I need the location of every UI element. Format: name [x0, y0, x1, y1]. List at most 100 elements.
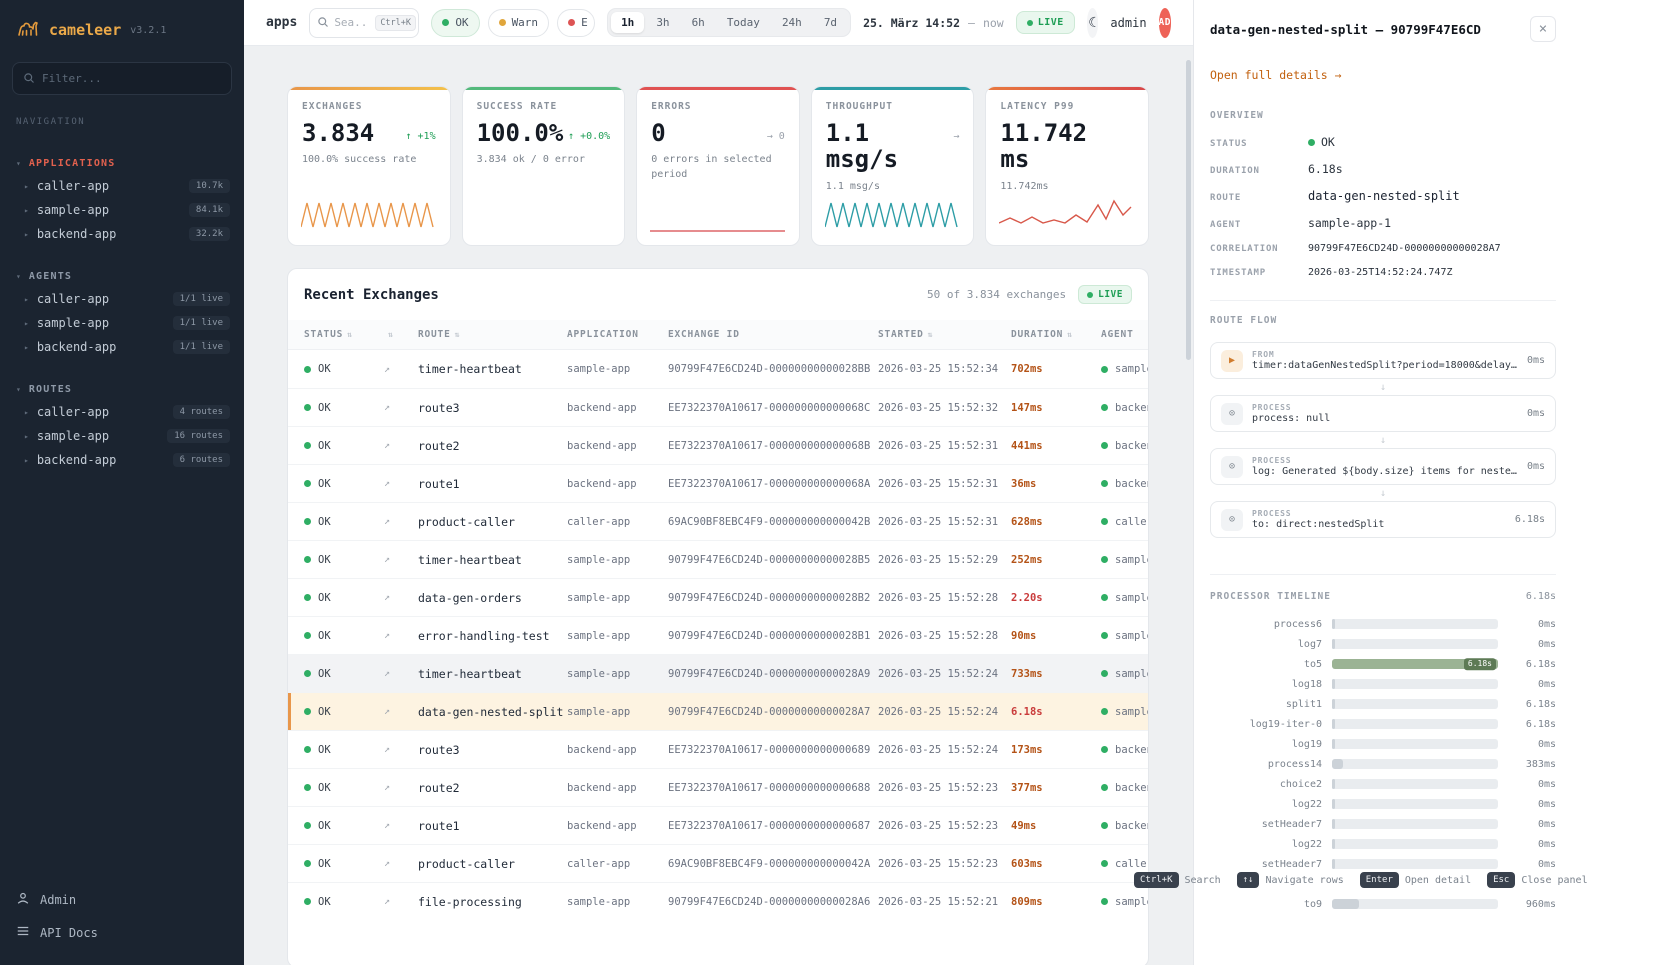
trace-icon[interactable]: ↗ — [384, 592, 391, 603]
column-header-status[interactable]: STATUS ⇅ — [304, 329, 353, 340]
table-row[interactable]: OK ↗ route1 backend-app EE7322370A10617-… — [288, 464, 1148, 502]
card-accent — [288, 87, 450, 90]
column-header-exchange-id[interactable]: EXCHANGE ID — [668, 329, 740, 340]
trace-icon[interactable]: ↗ — [384, 402, 391, 413]
filter-input[interactable] — [42, 72, 221, 85]
trace-icon[interactable]: ↗ — [384, 516, 391, 527]
table-column-headers: STATUS ⇅ ⇅ ROUTE ⇅ APPLICATION EXCHANGE ID… — [288, 320, 1148, 350]
table-row[interactable]: OK ↗ timer-heartbeat sample-app 90799F47… — [288, 654, 1148, 692]
sidebar-item-admin[interactable]: Admin — [16, 883, 228, 916]
trace-icon[interactable]: ↗ — [384, 858, 391, 869]
time-range-button[interactable]: 1h — [611, 12, 645, 33]
processor-duration: 383ms — [1525, 758, 1556, 770]
column-header-trace[interactable]: ⇅ — [384, 329, 418, 340]
status-filter-chip[interactable]: E — [557, 8, 596, 37]
route-flow-card[interactable]: ⊙ PROCESS log: Generated ${body.size} it… — [1210, 448, 1556, 485]
section-label: ROUTES — [28, 384, 73, 395]
timeline-row: log7 0ms — [1210, 634, 1556, 654]
time-range-button[interactable]: Today — [717, 12, 770, 33]
section-header-applications[interactable]: ▾ APPLICATIONS — [0, 153, 244, 174]
column-header-started[interactable]: STARTED ⇅ — [878, 329, 934, 340]
route-flow-card[interactable]: ⊙ PROCESS process: null 0ms — [1210, 395, 1556, 432]
trace-icon[interactable]: ↗ — [384, 744, 391, 755]
status-filter-chip[interactable]: Warn — [487, 8, 550, 37]
table-row[interactable]: OK ↗ route1 backend-app EE7322370A10617-… — [288, 806, 1148, 844]
nav-section-label: NAVIGATION — [16, 117, 86, 127]
route-cell: timer-heartbeat — [418, 552, 522, 567]
chevron-right-icon: ▸ — [24, 431, 29, 441]
live-toggle[interactable]: LIVE — [1015, 11, 1075, 34]
column-header-duration[interactable]: DURATION ⇅ — [1011, 329, 1073, 340]
table-row[interactable]: OK ↗ data-gen-nested-split sample-app 90… — [288, 692, 1148, 730]
arrow-down-icon: ↓ — [1379, 434, 1387, 446]
route-cell: file-processing — [418, 894, 522, 909]
dark-mode-toggle[interactable]: ☾ — [1086, 7, 1099, 38]
timeline-track — [1332, 739, 1498, 749]
search-input[interactable] — [334, 16, 371, 29]
section-header-routes[interactable]: ▾ ROUTES — [0, 379, 244, 400]
sidebar-item[interactable]: ▸ sample-app 84.1k — [0, 198, 244, 222]
processor-duration: 0ms — [1537, 678, 1556, 690]
trace-icon[interactable]: ↗ — [384, 630, 391, 641]
sidebar-item[interactable]: ▸ caller-app 4 routes — [0, 400, 244, 424]
chevron-right-icon: ▸ — [24, 342, 29, 352]
column-header-application[interactable]: APPLICATION — [567, 329, 639, 340]
trace-icon[interactable]: ↗ — [384, 363, 391, 375]
section-header-agents[interactable]: ▾ AGENTS — [0, 266, 244, 287]
sidebar-item-api-docs[interactable]: API Docs — [16, 916, 228, 949]
table-row[interactable]: OK ↗ file-processing sample-app 90799F47… — [288, 882, 1148, 920]
sidebar-item[interactable]: ▸ sample-app 16 routes — [0, 424, 244, 448]
table-row[interactable]: OK ↗ route3 backend-app EE7322370A10617-… — [288, 388, 1148, 426]
open-full-details-link[interactable]: Open full details → — [1210, 68, 1342, 82]
time-range-button[interactable]: 7d — [814, 12, 847, 33]
sidebar-item[interactable]: ▸ caller-app 1/1 live — [0, 287, 244, 311]
agent-status-dot — [1101, 708, 1108, 715]
sidebar-item[interactable]: ▸ backend-app 32.2k — [0, 222, 244, 246]
trace-icon[interactable]: ↗ — [384, 820, 391, 831]
trace-icon[interactable]: ↗ — [384, 554, 391, 565]
table-row[interactable]: OK ↗ product-caller caller-app 69AC90BF8… — [288, 502, 1148, 540]
chevron-right-icon: ▸ — [24, 205, 29, 215]
table-row[interactable]: OK ↗ data-gen-orders sample-app 90799F47… — [288, 578, 1148, 616]
timeline-track — [1332, 699, 1498, 709]
status-filter-chip[interactable]: OK — [431, 8, 480, 37]
column-header-route[interactable]: ROUTE ⇅ — [418, 329, 461, 340]
table-row[interactable]: OK ↗ timer-heartbeat sample-app 90799F47… — [288, 540, 1148, 578]
trace-icon[interactable]: ↗ — [384, 440, 391, 451]
table-row[interactable]: OK ↗ route2 backend-app EE7322370A10617-… — [288, 426, 1148, 464]
sidebar-item[interactable]: ▸ backend-app 6 routes — [0, 448, 244, 472]
application-cell: sample-app — [567, 895, 631, 908]
table-row[interactable]: OK ↗ product-caller caller-app 69AC90BF8… — [288, 844, 1148, 882]
time-range-button[interactable]: 24h — [772, 12, 812, 33]
sidebar-item[interactable]: ▸ caller-app 10.7k — [0, 174, 244, 198]
avatar[interactable]: AD — [1158, 7, 1171, 38]
sidebar-item[interactable]: ▸ sample-app 1/1 live — [0, 311, 244, 335]
section-routes: ▾ ROUTES ▸ caller-app 4 routes ▸ sample-… — [0, 379, 244, 472]
step-kind: PROCESS — [1252, 456, 1292, 465]
trace-icon[interactable]: ↗ — [384, 668, 391, 679]
time-range-button[interactable]: 6h — [682, 12, 715, 33]
sidebar-item[interactable]: ▸ backend-app 1/1 live — [0, 335, 244, 359]
close-panel-button[interactable]: × — [1530, 16, 1556, 42]
table-row[interactable]: OK ↗ error-handling-test sample-app 9079… — [288, 616, 1148, 654]
trace-icon[interactable]: ↗ — [384, 896, 391, 907]
route-flow-card[interactable]: ⊙ PROCESS to: direct:nestedSplit 6.18s — [1210, 501, 1556, 538]
overview-row: CORRELATION 90799F47E6CD24D-000000000000… — [1210, 243, 1556, 254]
trace-icon[interactable]: ↗ — [384, 478, 391, 489]
column-header-agent[interactable]: AGENT — [1101, 329, 1134, 340]
table-row[interactable]: OK ↗ route3 backend-app EE7322370A10617-… — [288, 730, 1148, 768]
overview-row: DURATION 6.18s — [1210, 162, 1556, 176]
sidebar-filter[interactable] — [12, 62, 232, 95]
time-range-button[interactable]: 3h — [646, 12, 679, 33]
application-cell: backend-app — [567, 401, 637, 414]
vertical-scrollbar[interactable] — [1186, 60, 1191, 360]
global-search[interactable]: Ctrl+K — [309, 7, 420, 38]
timeline-row: process14 383ms — [1210, 754, 1556, 774]
route-flow-card[interactable]: ▶ FROM timer:dataGenNestedSplit?period=1… — [1210, 342, 1556, 379]
trace-icon[interactable]: ↗ — [384, 782, 391, 793]
table-row[interactable]: OK ↗ route2 backend-app EE7322370A10617-… — [288, 768, 1148, 806]
timeline-track — [1332, 819, 1498, 829]
exchange-id-cell: EE7322370A10617-0000000000000688 — [668, 781, 871, 794]
table-row[interactable]: OK ↗ timer-heartbeat sample-app 90799F47… — [288, 350, 1148, 388]
trace-icon[interactable]: ↗ — [384, 706, 391, 717]
